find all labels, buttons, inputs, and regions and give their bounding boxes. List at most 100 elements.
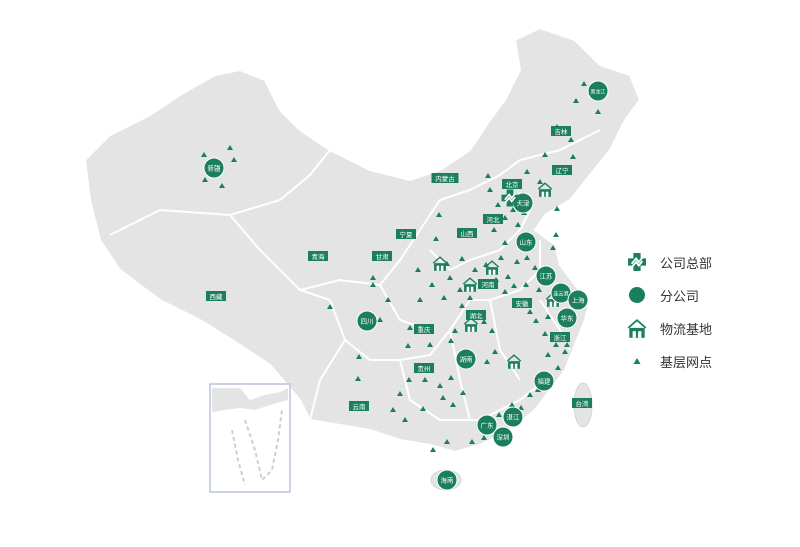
region-label: 河南 <box>478 279 498 289</box>
outlet-triangle <box>415 267 421 272</box>
region-label: 贵州 <box>414 363 434 373</box>
branch-marker[interactable]: 海南 <box>436 469 458 491</box>
svg-text:福建: 福建 <box>538 377 552 386</box>
branch-marker[interactable]: 福建 <box>533 370 555 392</box>
outlet-triangle <box>542 331 548 336</box>
region-label: 吉林 <box>551 126 571 136</box>
region-label: 云南 <box>349 401 369 411</box>
branch-marker[interactable]: 新疆 <box>203 157 225 179</box>
base-outlets <box>201 81 601 452</box>
outlet-triangle <box>467 295 473 300</box>
svg-text:安徽: 安徽 <box>516 299 530 308</box>
branch-marker[interactable]: 黑龙江 <box>587 80 609 102</box>
outlet-triangle <box>511 283 517 288</box>
outlet-triangle <box>527 309 533 314</box>
branch-marker[interactable]: 江苏 <box>535 265 557 287</box>
outlet-triangle <box>227 145 233 150</box>
outlet-triangle <box>545 314 551 319</box>
svg-text:重庆: 重庆 <box>418 325 432 334</box>
region-label: 山西 <box>457 228 477 238</box>
outlet-triangle <box>390 407 396 412</box>
outlet-triangle <box>509 402 515 407</box>
svg-text:上海: 上海 <box>572 296 586 305</box>
outlet-triangle <box>553 232 559 237</box>
outlet-triangle <box>457 287 463 292</box>
outlet-triangle <box>327 304 333 309</box>
warehouse-icon <box>462 277 478 292</box>
branch-marker[interactable]: 湛江 <box>502 406 524 428</box>
outlet-triangle <box>460 390 466 395</box>
outlet-triangle <box>427 342 433 347</box>
branch-marker[interactable]: 上海 <box>567 289 589 311</box>
outlet-triangle <box>564 342 570 347</box>
outlet-triangle <box>231 157 237 162</box>
svg-text:甘肃: 甘肃 <box>376 252 390 261</box>
outlet-triangle <box>489 328 495 333</box>
region-label: 青海 <box>308 251 328 261</box>
outlet-triangle <box>495 202 501 207</box>
legend-branch: 分公司 <box>625 283 765 307</box>
headquarters-marker[interactable] <box>501 189 519 207</box>
outlet-triangle <box>518 405 524 410</box>
region-label: 浙江 <box>550 332 570 342</box>
mainland-shape <box>83 26 642 454</box>
branch-marker[interactable]: 山东 <box>515 231 537 253</box>
triangle-icon <box>633 358 641 364</box>
outlet-triangle <box>370 275 376 280</box>
svg-text:湛江: 湛江 <box>507 414 521 422</box>
outlet-triangle <box>537 179 543 184</box>
svg-text:西藏: 西藏 <box>210 292 224 301</box>
outlet-triangle <box>202 177 208 182</box>
warehouse-icon <box>484 260 500 275</box>
outlet-triangle <box>553 342 559 347</box>
outlet-triangle <box>487 187 493 192</box>
warehouse-icon <box>627 319 647 338</box>
outlet-triangle <box>492 349 498 354</box>
svg-text:湖南: 湖南 <box>460 355 474 364</box>
outlet-triangle <box>532 265 538 270</box>
svg-text:山西: 山西 <box>461 229 475 238</box>
outlet-triangle <box>402 417 408 422</box>
outlet-triangle <box>570 154 576 159</box>
legend-headquarters: 公司总部 <box>625 250 765 274</box>
svg-text:连云港: 连云港 <box>553 291 568 298</box>
outlet-triangle <box>420 406 426 411</box>
outlet-triangle <box>496 412 502 417</box>
outlet-triangle <box>385 297 391 302</box>
outlet-triangle <box>527 392 533 397</box>
outlet-triangle <box>515 222 521 227</box>
outlet-triangle <box>405 343 411 348</box>
svg-text:新疆: 新疆 <box>208 164 222 173</box>
branch-marker[interactable]: 湖南 <box>455 348 477 370</box>
warehouse-icon <box>537 182 553 197</box>
outlet-triangle <box>581 81 587 86</box>
region-label: 河北 <box>483 214 503 224</box>
branch-marker[interactable]: 华东 <box>556 307 578 329</box>
outlet-triangle <box>436 212 442 217</box>
outlet-triangle <box>542 152 548 157</box>
outlet-triangle <box>422 377 428 382</box>
branch-marker[interactable]: 深圳 <box>492 426 514 448</box>
warehouse-icon <box>506 354 522 369</box>
outlet-triangle <box>510 207 516 212</box>
outlet-triangle <box>502 215 508 220</box>
branch-marker[interactable]: 广东 <box>476 414 498 436</box>
svg-text:华东: 华东 <box>561 314 575 323</box>
outlet-triangle <box>485 173 491 178</box>
outlet-triangle <box>441 295 447 300</box>
south-china-sea-inset <box>209 383 291 493</box>
svg-text:云南: 云南 <box>353 402 367 411</box>
china-landmass <box>83 26 642 491</box>
branch-marker[interactable]: 四川 <box>356 310 378 332</box>
outlet-triangle <box>459 303 465 308</box>
legend-label: 分公司 <box>660 290 700 305</box>
outlet-triangle <box>502 289 508 294</box>
outlet-triangle <box>452 328 458 333</box>
region-label: 台湾 <box>572 398 592 408</box>
outlet-triangle <box>533 318 539 323</box>
outlet-triangle <box>554 206 560 211</box>
outlet-triangle <box>219 183 225 188</box>
warehouse-icon <box>627 319 647 338</box>
outlet-triangle <box>469 439 475 444</box>
